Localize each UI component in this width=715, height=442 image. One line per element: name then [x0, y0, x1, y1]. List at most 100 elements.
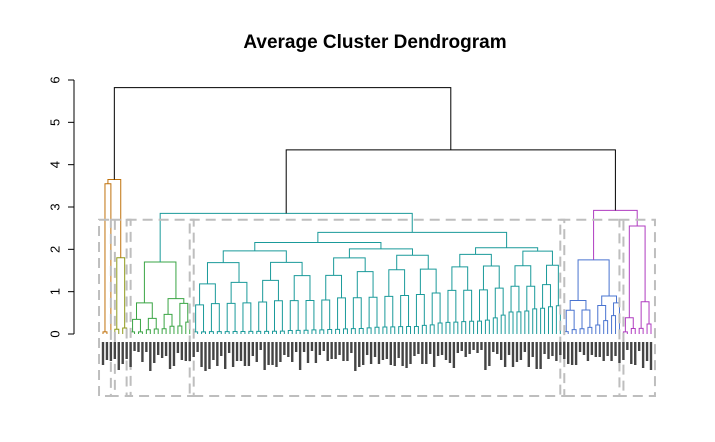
dendrogram-link [447, 289, 457, 323]
dendrogram-link [540, 307, 546, 334]
dendrogram-link [565, 309, 575, 332]
leaf-label-mark [440, 342, 444, 355]
leaf-label-mark [630, 342, 633, 364]
leaf-label-mark [452, 342, 456, 368]
leaf-label-mark [362, 342, 365, 365]
dendrogram-link [413, 325, 419, 334]
dendrogram-link [216, 331, 222, 334]
leaf-label-mark [515, 342, 519, 362]
leaf-label-mark [618, 342, 621, 363]
y-tick-label: 3 [47, 203, 62, 210]
leaf-label-mark [460, 342, 463, 351]
dendrogram-link [169, 325, 175, 334]
dendrogram-link [107, 178, 122, 258]
dendrogram-link [577, 259, 610, 301]
dendrogram-link [317, 231, 508, 248]
dendrogram-link [311, 329, 317, 334]
dendrogram-link [482, 265, 500, 290]
leaf-label-mark [555, 342, 558, 361]
y-tick-label: 1 [47, 288, 62, 295]
dendrogram-link [374, 326, 380, 334]
leaf-label-mark [342, 342, 345, 361]
dendrogram-link [429, 324, 435, 334]
dendrogram-link [199, 283, 216, 305]
dendrogram-link [508, 311, 514, 334]
leaf-label-mark [137, 342, 140, 352]
leaf-label-mark [464, 342, 467, 357]
leaf-label-mark [484, 342, 487, 370]
leaf-label-mark [468, 342, 471, 354]
leaf-label-mark [243, 342, 247, 366]
leaf-label-mark [551, 342, 554, 356]
leaf-label-mark [365, 342, 369, 355]
leaf-label-mark [188, 342, 191, 361]
dendrogram-link [390, 326, 396, 334]
leaf-label-mark [105, 342, 109, 360]
leaf-label-mark [559, 342, 562, 355]
dendrogram-link [201, 331, 207, 334]
leaf-label-mark [220, 342, 223, 356]
dendrogram-link [398, 326, 404, 334]
leaf-label-mark [602, 342, 605, 361]
leaf-label-mark [527, 342, 530, 367]
leaf-label-mark [247, 342, 251, 366]
dendrogram-link [132, 318, 141, 332]
dendrogram-link [240, 330, 246, 334]
leaf-label-mark [413, 342, 416, 356]
cluster-rectangle [559, 218, 625, 397]
leaf-label-mark [145, 342, 148, 352]
dendrogram-link [226, 302, 236, 332]
dendrogram-link [319, 329, 325, 334]
dendrogram-link [273, 300, 283, 332]
leaf-label-mark [330, 342, 333, 359]
leaf-label-mark [369, 342, 373, 364]
leaf-label-mark [113, 342, 117, 359]
leaf-label-mark [377, 342, 381, 364]
leaf-label-mark [598, 342, 601, 357]
dendrogram-link [624, 317, 634, 332]
leaf-label-mark [350, 342, 353, 353]
dendrogram-link [279, 330, 285, 334]
dendrogram-link [147, 317, 157, 330]
dendrogram-link [437, 322, 443, 334]
dendrogram-link [419, 268, 437, 295]
dendrogram-link [514, 265, 532, 287]
dendrogram-link [248, 330, 254, 334]
leaf-label-mark [641, 342, 645, 368]
dendrogram-link [479, 289, 488, 322]
leaf-label-mark [168, 342, 172, 369]
dendrogram-link [242, 302, 252, 332]
dendrogram-link [325, 274, 343, 300]
y-tick-label: 2 [47, 246, 62, 253]
dendrogram-link [350, 328, 356, 334]
leaf-label-mark [204, 342, 207, 371]
leaf-label-mark [405, 342, 408, 368]
leaf-label-mark [279, 342, 282, 362]
leaf-label-mark [578, 342, 582, 352]
leaf-label-mark [231, 342, 235, 367]
leaf-label-mark [511, 342, 515, 367]
leaf-label-mark [649, 342, 653, 370]
leaf-label-mark [306, 342, 310, 363]
leaf-label-mark [606, 342, 609, 356]
dendrogram-link [601, 295, 618, 306]
dendrogram-link [542, 284, 551, 309]
dendrogram-link [484, 319, 490, 334]
dendrogram-link [382, 326, 388, 334]
leaf-label-mark [432, 342, 436, 367]
y-tick-label: 5 [47, 119, 62, 126]
leaf-label-mark [397, 342, 400, 358]
dendrogram-link [526, 285, 536, 312]
dendrogram-link [153, 328, 159, 334]
dendrogram-link [597, 305, 607, 326]
dendrogram-link [333, 257, 366, 276]
dendrogram-link [137, 331, 143, 334]
dendrogram-link [494, 287, 504, 318]
dendrogram-link [136, 302, 153, 320]
cluster-rectangle [188, 218, 566, 397]
leaf-label-mark [298, 342, 302, 370]
leaf-label-mark [322, 342, 325, 351]
dendrogram-link [356, 271, 374, 298]
dendrogram-link [396, 254, 429, 270]
cluster-rectangle [125, 218, 195, 397]
